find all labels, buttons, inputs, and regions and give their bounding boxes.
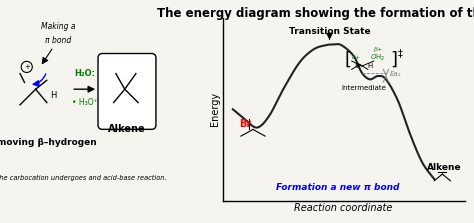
Text: +: + — [24, 64, 30, 70]
Text: π bond: π bond — [45, 36, 71, 45]
FancyBboxPatch shape — [98, 54, 156, 129]
Text: Br: Br — [239, 120, 251, 130]
Text: Formation a new π bond: Formation a new π bond — [276, 183, 400, 192]
Text: Alkene: Alkene — [427, 163, 462, 172]
Text: H₂O:: H₂O: — [74, 69, 95, 78]
Y-axis label: Energy: Energy — [210, 92, 220, 126]
Text: Removing β–hydrogen: Removing β–hydrogen — [0, 138, 97, 147]
Text: H: H — [50, 91, 57, 100]
Text: • H₃O⁺: • H₃O⁺ — [72, 98, 98, 107]
Text: Intermediate: Intermediate — [341, 85, 386, 91]
Text: $\dot{O}$H$_2$: $\dot{O}$H$_2$ — [370, 50, 386, 63]
Text: H: H — [367, 63, 373, 69]
Text: Transition State: Transition State — [289, 27, 370, 36]
Text: ‡: ‡ — [398, 48, 402, 58]
X-axis label: Reaction coordinate: Reaction coordinate — [294, 203, 393, 213]
Text: Making a: Making a — [41, 22, 75, 31]
Text: The energy diagram showing the formation of the π bond: The energy diagram showing the formation… — [157, 7, 474, 20]
Text: Ea₂: Ea₂ — [390, 71, 401, 77]
Text: $\delta$+: $\delta$+ — [373, 45, 383, 53]
Text: $\delta$+: $\delta$+ — [351, 53, 361, 61]
Text: E1, the carbocation undergoes and acid-base reaction.: E1, the carbocation undergoes and acid-b… — [0, 175, 167, 182]
Text: ⊕: ⊕ — [355, 63, 361, 69]
Text: [: [ — [344, 50, 351, 68]
Text: Alkene: Alkene — [108, 124, 146, 134]
Text: ]: ] — [391, 50, 398, 68]
